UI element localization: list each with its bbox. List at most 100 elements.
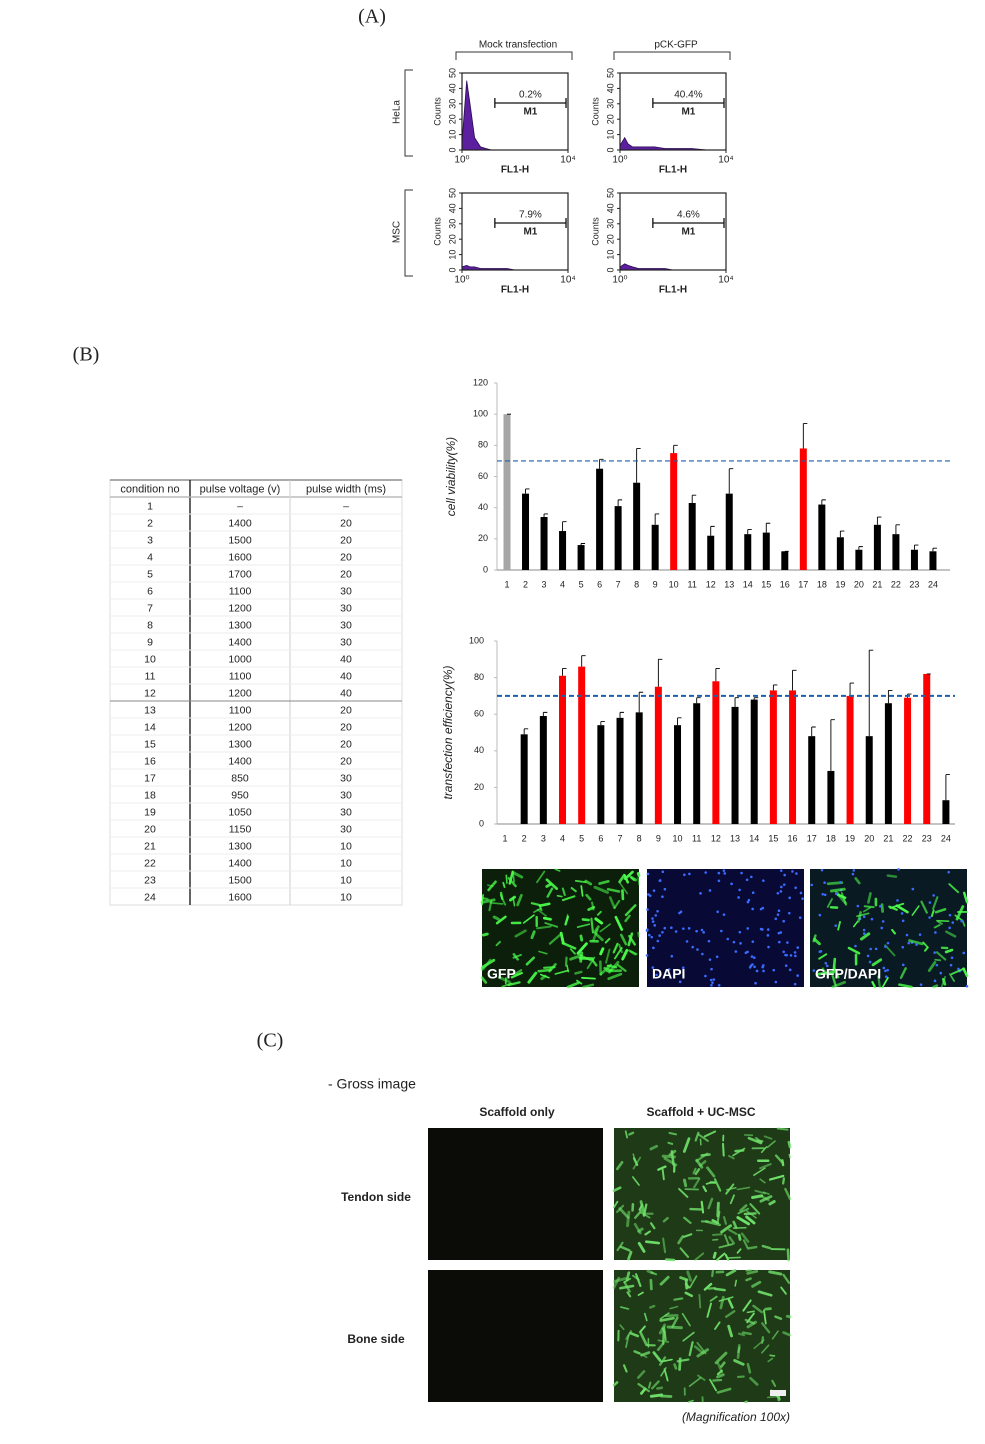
error-bar xyxy=(765,522,771,533)
bar xyxy=(923,673,931,824)
cell xyxy=(727,1324,734,1338)
bracket xyxy=(404,69,413,157)
y-tick-label: 20 xyxy=(478,533,488,543)
cell xyxy=(495,915,507,925)
cell xyxy=(786,1248,790,1262)
cell xyxy=(626,1210,631,1228)
table-cell: 19 xyxy=(144,806,156,818)
x-axis-label: FL1-H xyxy=(501,285,529,296)
cell xyxy=(637,1291,644,1296)
cell xyxy=(514,969,523,976)
nucleus xyxy=(661,895,664,899)
cell xyxy=(644,1230,651,1236)
cell xyxy=(657,1165,667,1171)
nucleus xyxy=(823,881,826,884)
histogram xyxy=(461,264,568,271)
cell xyxy=(538,905,543,912)
cell xyxy=(727,1298,734,1309)
nucleus xyxy=(782,919,786,923)
cell xyxy=(857,911,863,923)
cell xyxy=(871,981,876,989)
cell xyxy=(722,1142,725,1157)
cell xyxy=(746,1310,755,1314)
cell xyxy=(640,1387,647,1395)
bar xyxy=(597,725,605,824)
x-tick-label: 12 xyxy=(706,579,716,589)
x-tick-label: 5 xyxy=(579,833,584,843)
table-cell: – xyxy=(343,500,349,512)
cell xyxy=(700,1153,711,1157)
plot-frame xyxy=(461,192,569,271)
cell xyxy=(734,1149,745,1153)
nucleus xyxy=(652,946,655,950)
table-cell: 3 xyxy=(147,534,153,546)
cell xyxy=(739,1204,748,1212)
bar xyxy=(904,697,912,824)
y-tick-label: 30 xyxy=(447,99,457,109)
cell xyxy=(847,946,861,955)
cell xyxy=(831,980,846,989)
cell xyxy=(645,1240,661,1245)
nucleus xyxy=(699,892,702,895)
nucleus xyxy=(753,965,756,969)
nucleus xyxy=(919,983,923,986)
error-bar xyxy=(581,655,586,667)
cell xyxy=(661,1327,666,1334)
cell xyxy=(618,881,629,895)
cell xyxy=(716,1373,725,1379)
cell xyxy=(592,928,599,942)
error-bar xyxy=(673,444,678,454)
y-tick-label: 40 xyxy=(478,502,488,512)
table-cell: 30 xyxy=(340,789,352,801)
cell xyxy=(659,1275,670,1286)
cell xyxy=(530,930,536,940)
table-cell: 1200 xyxy=(228,687,252,699)
gate-label: M1 xyxy=(523,227,537,238)
cell xyxy=(818,953,828,960)
cell xyxy=(785,1314,792,1319)
nucleus xyxy=(880,926,884,930)
nucleus xyxy=(851,872,855,876)
table-header: pulse width (ms) xyxy=(306,483,386,495)
table-cell: 15 xyxy=(144,738,156,750)
nucleus xyxy=(957,967,960,971)
table-cell: 1100 xyxy=(229,670,252,682)
cell xyxy=(545,882,552,888)
error-bar xyxy=(657,658,663,687)
bar xyxy=(693,703,701,824)
nucleus xyxy=(658,879,662,882)
nucleus xyxy=(653,924,657,927)
nucleus xyxy=(777,931,781,935)
column-header: Scaffold only xyxy=(479,1105,555,1119)
cell xyxy=(713,1178,722,1192)
nucleus xyxy=(683,873,686,877)
cell xyxy=(812,934,817,943)
error-bar xyxy=(562,521,567,532)
cell xyxy=(840,892,847,906)
table-cell: 20 xyxy=(340,534,352,546)
nucleus xyxy=(825,964,829,968)
nucleus xyxy=(884,969,887,973)
x-tick-label: 10⁴ xyxy=(560,155,575,166)
nucleus xyxy=(818,950,822,954)
bar xyxy=(855,549,863,570)
table-cell: 30 xyxy=(340,823,352,835)
nucleus xyxy=(715,955,719,959)
micrograph xyxy=(614,1128,790,1260)
error-bar xyxy=(638,691,644,713)
nucleus xyxy=(947,870,951,874)
cell xyxy=(716,1201,720,1218)
bar xyxy=(614,506,622,570)
plot-frame xyxy=(461,72,569,151)
nucleus xyxy=(794,954,797,958)
cell xyxy=(628,949,638,956)
table-cell: 10 xyxy=(340,857,352,869)
bar xyxy=(892,534,900,570)
cell xyxy=(629,1331,640,1338)
cell xyxy=(696,1341,707,1355)
nucleus xyxy=(661,870,665,874)
error-bar xyxy=(876,516,882,525)
cell xyxy=(598,879,610,885)
cell xyxy=(650,1222,656,1230)
